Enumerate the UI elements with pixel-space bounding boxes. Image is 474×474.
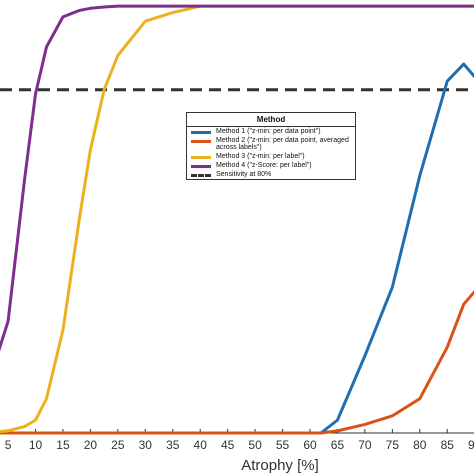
series-line [0, 4, 474, 433]
x-tick-label: 15 [56, 438, 70, 452]
legend: Method Method 1 ("z-min: per data point"… [186, 112, 356, 180]
x-tick-label: 30 [139, 438, 153, 452]
legend-item: Method 4 ("z-Score: per label") [187, 161, 355, 170]
x-tick-label: 55 [276, 438, 290, 452]
legend-swatch [191, 140, 211, 143]
legend-item: Method 3 ("z-min: per label") [187, 152, 355, 161]
x-tick-label: 60 [303, 438, 317, 452]
x-tick-label: 40 [194, 438, 208, 452]
x-tick-label: 80 [413, 438, 427, 452]
x-tick-label: 75 [386, 438, 400, 452]
legend-swatch [191, 165, 211, 168]
x-tick-label: 35 [166, 438, 180, 452]
x-tick-label: 45 [221, 438, 235, 452]
legend-label: Method 2 ("z-min: per data point, averag… [216, 137, 349, 151]
legend-item: Method 2 ("z-min: per data point, averag… [187, 136, 355, 152]
x-tick-label: 20 [84, 438, 98, 452]
x-tick-label: 10 [29, 438, 43, 452]
legend-swatch [191, 156, 211, 159]
legend-label: Sensitivity at 80% [216, 171, 272, 178]
x-tick-label: 5 [5, 438, 12, 452]
x-tick-label: 70 [358, 438, 372, 452]
x-tick-label: 50 [248, 438, 262, 452]
x-tick-label: 90 [468, 438, 474, 452]
legend-swatch [191, 131, 211, 134]
legend-swatch [191, 174, 211, 177]
x-tick-label: 65 [331, 438, 345, 452]
x-tick-label: 85 [441, 438, 455, 452]
legend-label: Method 3 ("z-min: per label") [216, 153, 305, 160]
x-axis-label: Atrophy [%] [241, 457, 319, 474]
legend-label: Method 4 ("z-Score: per label") [216, 162, 312, 169]
x-tick-label: 25 [111, 438, 125, 452]
legend-item: Method 1 ("z-min: per data point") [187, 127, 355, 136]
legend-item: Sensitivity at 80% [187, 170, 355, 179]
legend-title: Method [187, 113, 355, 127]
series-line [0, 290, 474, 435]
legend-label: Method 1 ("z-min: per data point") [216, 128, 321, 135]
series-line [0, 4, 474, 352]
